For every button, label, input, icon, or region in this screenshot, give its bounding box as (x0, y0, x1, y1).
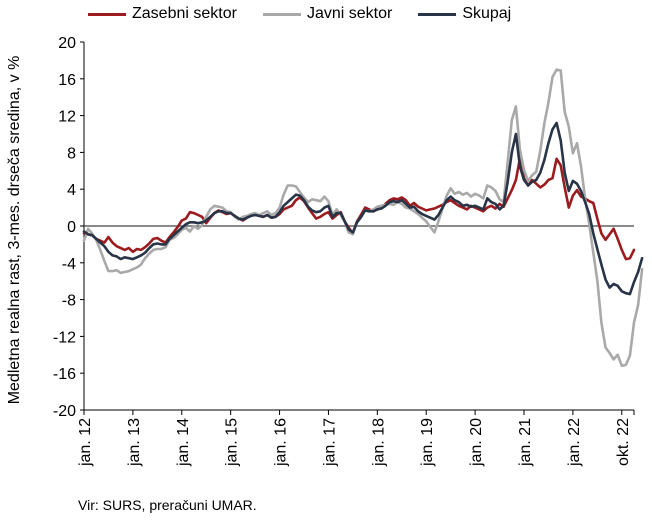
x-tick-label: okt. 22 (615, 418, 632, 466)
x-tick-label: jan. 14 (175, 418, 192, 467)
x-tick-label: jan. 19 (419, 418, 436, 467)
legend-swatch-private (88, 12, 126, 16)
legend-item-total: Skupaj (418, 4, 511, 24)
x-tick-label: jan. 15 (224, 418, 241, 467)
y-tick-label: 16 (58, 72, 76, 89)
legend-swatch-total (418, 12, 457, 16)
legend-label-total: Skupaj (462, 5, 512, 22)
x-tick-label: jan. 22 (566, 418, 583, 467)
legend-item-public: Javni sektor (262, 4, 393, 24)
y-tick-label: 0 (67, 219, 76, 236)
y-tick-label: -4 (62, 256, 76, 273)
y-tick-label: -20 (53, 403, 76, 420)
y-tick-label: 8 (67, 145, 76, 162)
x-tick-label: jan. 13 (126, 418, 143, 467)
x-tick-label: jan. 17 (321, 418, 338, 467)
x-tick-label: jan. 21 (517, 418, 534, 467)
x-tick-label: jan. 20 (468, 418, 485, 467)
y-tick-label: -16 (53, 366, 76, 383)
y-tick-label: 4 (67, 182, 76, 199)
x-tick-label: jan. 16 (273, 418, 290, 467)
y-tick-label: -12 (53, 329, 76, 346)
series-line-3 (82, 121, 644, 296)
series-line-2 (82, 68, 644, 368)
source-note: Vir: SURS, preračuni UMAR. (78, 497, 257, 513)
legend-swatch-public (262, 12, 301, 16)
y-tick-label: 20 (58, 35, 76, 52)
x-tick-label: jan. 18 (370, 418, 387, 467)
legend-item-private: Zasebni sektor (88, 4, 237, 24)
x-tick-label: jan. 12 (77, 418, 94, 467)
y-tick-label: -8 (62, 293, 76, 310)
legend-label-public: Javni sektor (306, 5, 393, 22)
legend-label-private: Zasebni sektor (132, 5, 237, 22)
y-tick-label: 12 (58, 109, 76, 126)
legend: Zasebni sektor Javni sektor Skupaj (88, 4, 511, 24)
